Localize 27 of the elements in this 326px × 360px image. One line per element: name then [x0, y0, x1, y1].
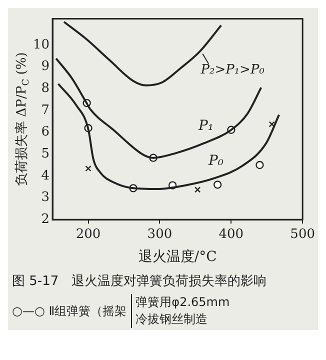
- series-label: P₁: [197, 118, 214, 134]
- x-tick-label: 400: [218, 226, 244, 242]
- y-tick-label: 3: [41, 190, 50, 206]
- x-tick-label: 200: [76, 226, 101, 242]
- x-axis-title: 退火温度/°C: [138, 249, 217, 266]
- point: [85, 165, 92, 172]
- point: [213, 180, 222, 189]
- point: [268, 121, 275, 128]
- text: 图 5-17 退火温度对弹簧负荷损失率的影响: [11, 273, 268, 291]
- y-tick-label: 8: [41, 81, 50, 96]
- annotation: P₂>P₁>P₀: [200, 62, 266, 78]
- series-label: P₀: [207, 152, 224, 169]
- text: 冷拔钢丝制造: [136, 311, 209, 328]
- y-tick-label: 4: [41, 168, 50, 184]
- y-tick-label: 2: [41, 212, 50, 227]
- x-tick-label: 300: [147, 226, 172, 242]
- y-tick-label: 7: [41, 102, 50, 118]
- y-tick-label: 10: [32, 37, 50, 52]
- x-tick-label: 500: [290, 226, 316, 242]
- y-tick-label: 9: [41, 59, 50, 74]
- point: [256, 160, 264, 170]
- y-axis-title: 负荷损失率 ΔP/PC (%): [13, 52, 32, 186]
- text: 弹簧用φ2.65mm: [136, 294, 230, 311]
- y-tick-label: 5: [41, 146, 50, 162]
- point: [194, 186, 201, 193]
- text: ○—○ Ⅱ组弹簧（摇架: [12, 302, 127, 320]
- y-tick-label: 6: [41, 124, 50, 140]
